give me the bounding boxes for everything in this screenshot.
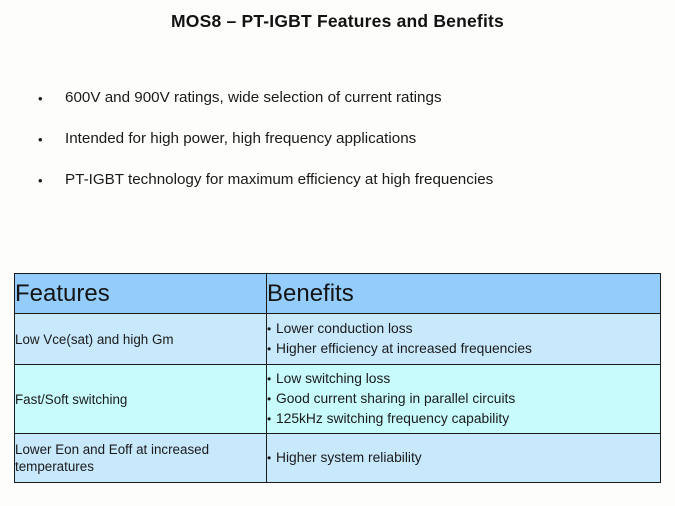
table-row: Low Vce(sat) and high Gm • Lower conducti…	[14, 313, 661, 365]
bullet-list: • 600V and 900V ratings, wide selection …	[0, 88, 675, 211]
benefit-item: • Good current sharing in parallel circui…	[267, 389, 660, 409]
benefit-text: 125kHz switching frequency capability	[276, 411, 510, 426]
table-row: Lower Eon and Eoff at increased temperat…	[14, 433, 661, 483]
benefit-cell: • Higher system reliability	[266, 433, 661, 483]
bullet-text: 600V and 900V ratings, wide selection of…	[65, 89, 442, 106]
bullet-marker-icon: •	[38, 91, 43, 106]
benefit-text: Lower conduction loss	[276, 321, 413, 336]
bullet-text: Intended for high power, high frequency …	[65, 130, 417, 147]
column-header-features: Features	[14, 273, 267, 314]
benefit-item: • Higher efficiency at increased frequenc…	[267, 339, 660, 359]
feature-cell: Lower Eon and Eoff at increased temperat…	[14, 433, 267, 483]
feature-text: Low Vce(sat) and high Gm	[15, 331, 174, 347]
benefit-item: • Higher system reliability	[267, 448, 660, 468]
bullet-marker-icon: •	[267, 412, 272, 426]
bullet-text: PT-IGBT technology for maximum efficienc…	[65, 171, 494, 188]
feature-cell: Fast/Soft switching	[14, 364, 267, 434]
bullet-marker-icon: •	[38, 132, 43, 147]
list-item: • 600V and 900V ratings, wide selection …	[0, 88, 675, 129]
bullet-marker-icon: •	[267, 451, 272, 465]
list-item: • Intended for high power, high frequenc…	[0, 129, 675, 170]
bullet-marker-icon: •	[267, 392, 272, 406]
benefit-text: Higher efficiency at increased frequenci…	[276, 341, 532, 356]
benefit-text: Good current sharing in parallel circuit…	[276, 391, 516, 406]
table-header-row: Features Benefits	[14, 273, 661, 314]
list-item: • PT-IGBT technology for maximum efficie…	[0, 170, 675, 211]
bullet-marker-icon: •	[38, 173, 43, 188]
benefit-text: Higher system reliability	[276, 450, 422, 465]
benefit-item: • Low switching loss	[267, 369, 660, 389]
feature-text: Fast/Soft switching	[15, 391, 128, 407]
feature-cell: Low Vce(sat) and high Gm	[14, 313, 267, 365]
column-header-benefits: Benefits	[266, 273, 661, 314]
benefit-text: Low switching loss	[276, 371, 391, 386]
feature-text: Lower Eon and Eoff at increased temperat…	[15, 442, 210, 474]
bullet-marker-icon: •	[267, 342, 272, 356]
benefit-cell: • Lower conduction loss • Higher efficienc…	[266, 313, 661, 365]
benefit-cell: • Low switching loss • Good current sharin…	[266, 364, 661, 434]
bullet-marker-icon: •	[267, 372, 272, 386]
page-title: MOS8 – PT-IGBT Features and Benefits	[171, 11, 504, 31]
features-benefits-table: Features Benefits Low Vce(sat) and high …	[14, 273, 661, 483]
benefit-item: • 125kHz switching frequency capability	[267, 409, 660, 429]
benefit-item: • Lower conduction loss	[267, 319, 660, 339]
table-row: Fast/Soft switching • Low switching loss …	[14, 364, 661, 434]
bullet-marker-icon: •	[267, 322, 272, 336]
